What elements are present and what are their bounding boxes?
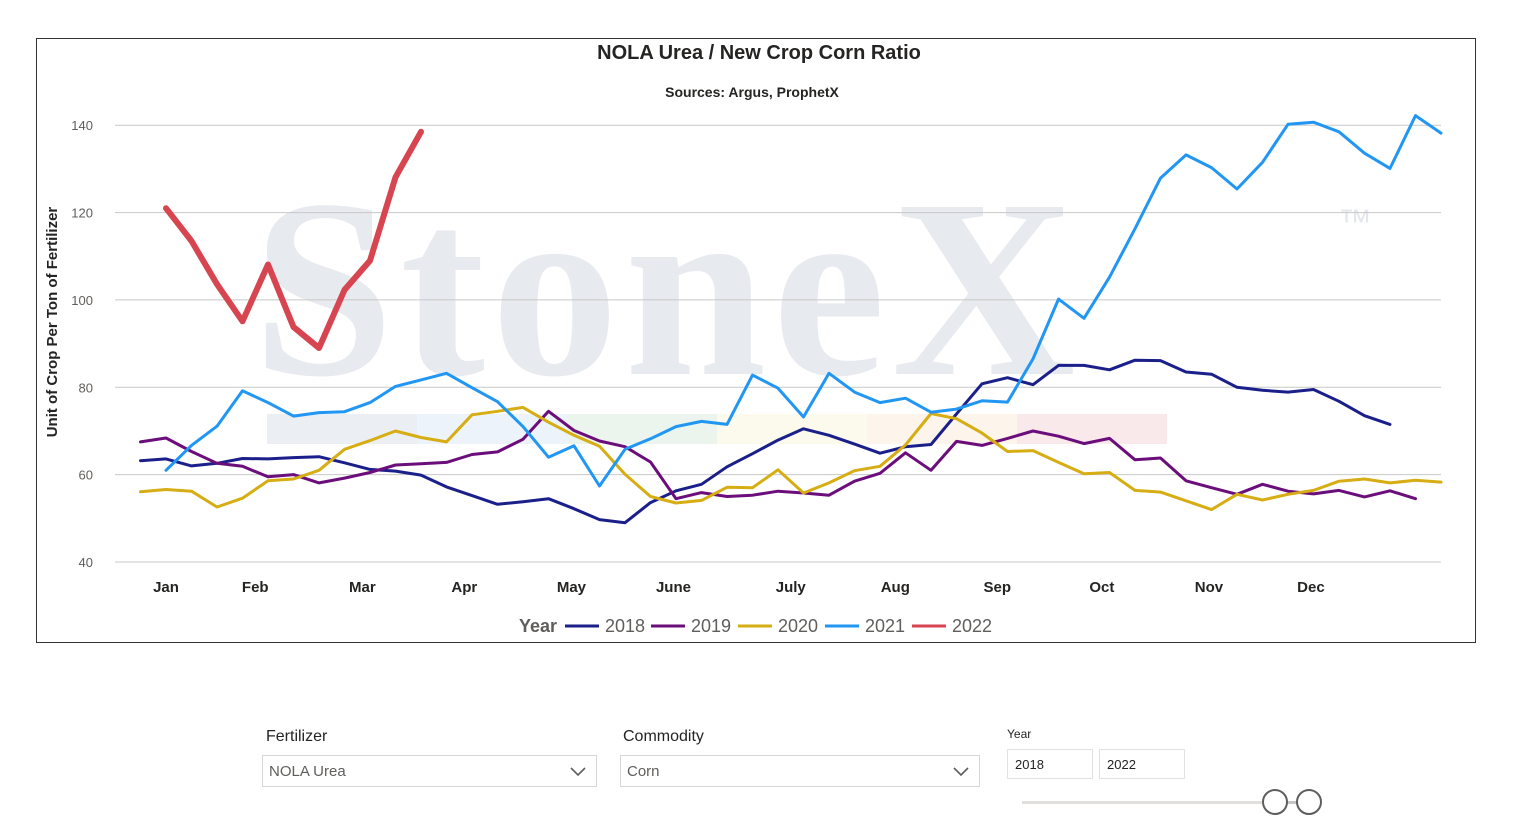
y-tick-label: 140	[71, 118, 93, 133]
year-slider-start-handle[interactable]	[1262, 789, 1288, 815]
chart-title: NOLA Urea / New Crop Corn Ratio	[597, 42, 921, 64]
chart-subtitle: Sources: Argus, ProphetX	[665, 84, 839, 100]
legend: Year 2018 2019 2020 2021 2022	[519, 616, 992, 636]
gridlines	[115, 124, 1441, 563]
fertilizer-selected-value: NOLA Urea	[269, 762, 346, 780]
chart-visual: StoneX ™ 40 60 80 100 120 140 Jan Feb Mar Apr May…	[36, 38, 1476, 643]
legend-entry: 2019	[691, 616, 731, 636]
watermark-band-segment	[267, 414, 417, 444]
year-start-input[interactable]: 2018	[1007, 749, 1093, 779]
year-slider-range	[1276, 801, 1309, 804]
series-line-2019	[139, 409, 1417, 501]
watermark-trademark: ™	[1338, 203, 1372, 241]
series-line-2021	[164, 114, 1443, 488]
x-tick-label: Oct	[1089, 579, 1114, 596]
y-tick-label: 60	[79, 468, 93, 483]
x-tick-label: Aug	[881, 579, 910, 596]
legend-entry: 2021	[865, 616, 905, 636]
y-axis-ticks: 40 60 80 100 120 140	[71, 118, 93, 570]
x-tick-label: Mar	[349, 579, 376, 596]
x-tick-label: July	[776, 579, 807, 596]
chevron-down-icon	[570, 767, 586, 777]
x-tick-label: June	[656, 579, 691, 596]
chevron-down-icon	[953, 767, 969, 777]
legend-entry: 2020	[778, 616, 818, 636]
x-tick-label: Feb	[242, 579, 269, 596]
year-end-input[interactable]: 2022	[1099, 749, 1185, 779]
legend-title: Year	[519, 616, 557, 636]
x-tick-label: Nov	[1195, 579, 1224, 596]
x-axis-ticks: Jan Feb Mar Apr May June July Aug Sep Oct Nov Dec	[153, 579, 1325, 596]
y-tick-label: 80	[79, 380, 93, 395]
legend-entry: 2018	[605, 616, 645, 636]
x-tick-label: Dec	[1297, 579, 1325, 596]
fertilizer-dropdown[interactable]: NOLA Urea	[262, 755, 597, 787]
commodity-selected-value: Corn	[627, 762, 660, 780]
commodity-dropdown[interactable]: Corn	[620, 755, 980, 787]
commodity-label: Commodity	[623, 728, 704, 745]
series-line-2018	[139, 358, 1392, 525]
year-slicer-label: Year	[1007, 727, 1032, 741]
year-slider-end-handle[interactable]	[1296, 789, 1322, 815]
series-line-2020	[139, 405, 1443, 512]
y-tick-label: 100	[71, 293, 93, 308]
x-tick-label: Apr	[451, 579, 477, 596]
watermark-band-segment	[1017, 414, 1167, 444]
y-tick-label: 40	[79, 555, 93, 570]
x-tick-label: May	[557, 579, 587, 596]
fertilizer-label: Fertilizer	[266, 728, 328, 745]
y-axis-label: Unit of Crop Per Ton of Fertilizer	[44, 207, 61, 438]
watermark-band-segment	[567, 414, 717, 444]
series-line-2022	[163, 128, 424, 351]
legend-entry: 2022	[952, 616, 992, 636]
x-tick-label: Jan	[153, 579, 179, 596]
year-slider-track[interactable]	[1022, 801, 1312, 804]
y-tick-label: 120	[71, 206, 93, 221]
watermark-color-bar	[267, 414, 1167, 444]
series-lines	[139, 114, 1443, 525]
x-tick-label: Sep	[984, 579, 1012, 596]
